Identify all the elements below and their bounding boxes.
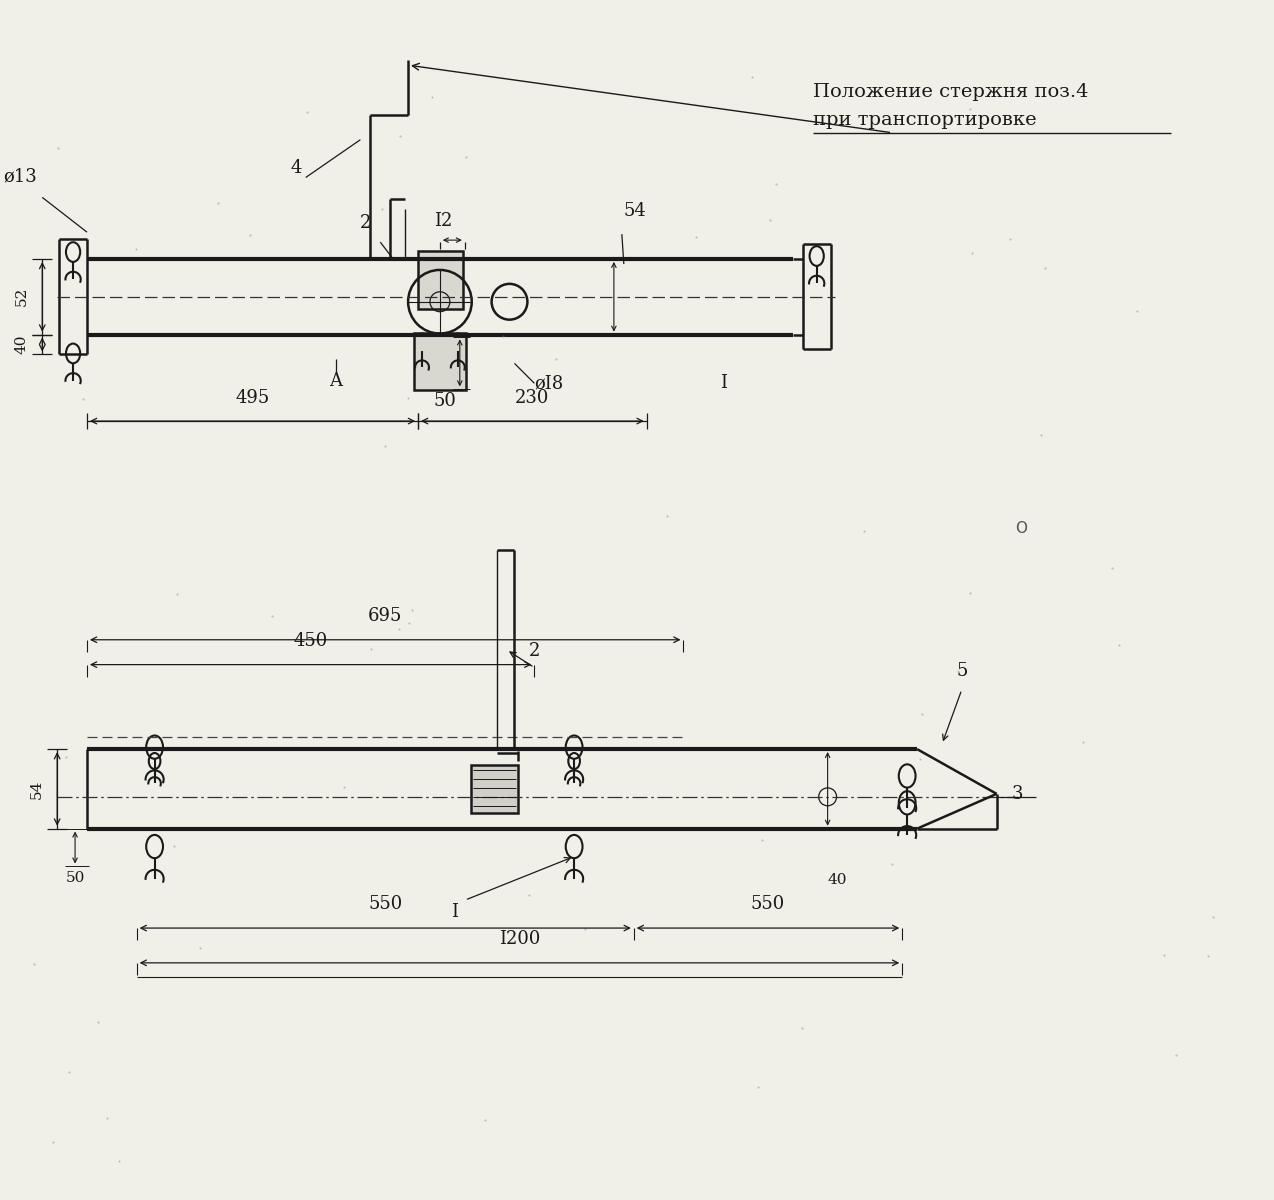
Text: 52: 52 [14, 287, 28, 306]
Text: при транспортировке: при транспортировке [813, 110, 1036, 128]
Text: О: О [1015, 521, 1028, 536]
Bar [418, 251, 462, 308]
Text: 2: 2 [359, 214, 371, 232]
Text: 50: 50 [65, 871, 85, 886]
Text: 40: 40 [828, 874, 847, 887]
Text: 450: 450 [293, 631, 327, 649]
Text: 5: 5 [957, 661, 967, 679]
Text: øI8: øI8 [534, 374, 563, 392]
Text: ø13: ø13 [4, 168, 37, 186]
Bar [470, 766, 519, 812]
Text: 3: 3 [1012, 785, 1023, 803]
Text: 230: 230 [515, 389, 549, 407]
Text: 550: 550 [368, 895, 403, 913]
Text: I: I [451, 904, 459, 922]
Text: 54: 54 [624, 203, 647, 221]
Text: 695: 695 [368, 607, 403, 625]
Text: 50: 50 [433, 392, 456, 410]
Text: 54: 54 [29, 779, 43, 798]
Text: 4: 4 [290, 158, 302, 176]
Text: 495: 495 [236, 389, 270, 407]
Text: I2: I2 [433, 212, 452, 230]
Text: 40: 40 [14, 335, 28, 354]
Text: I: I [720, 374, 726, 392]
Text: I200: I200 [498, 930, 540, 948]
Text: Положение стержня поз.4: Положение стержня поз.4 [813, 83, 1088, 101]
Bar [414, 332, 466, 390]
Text: 550: 550 [750, 895, 785, 913]
Text: A: A [329, 372, 341, 390]
Text: 2: 2 [529, 642, 540, 660]
